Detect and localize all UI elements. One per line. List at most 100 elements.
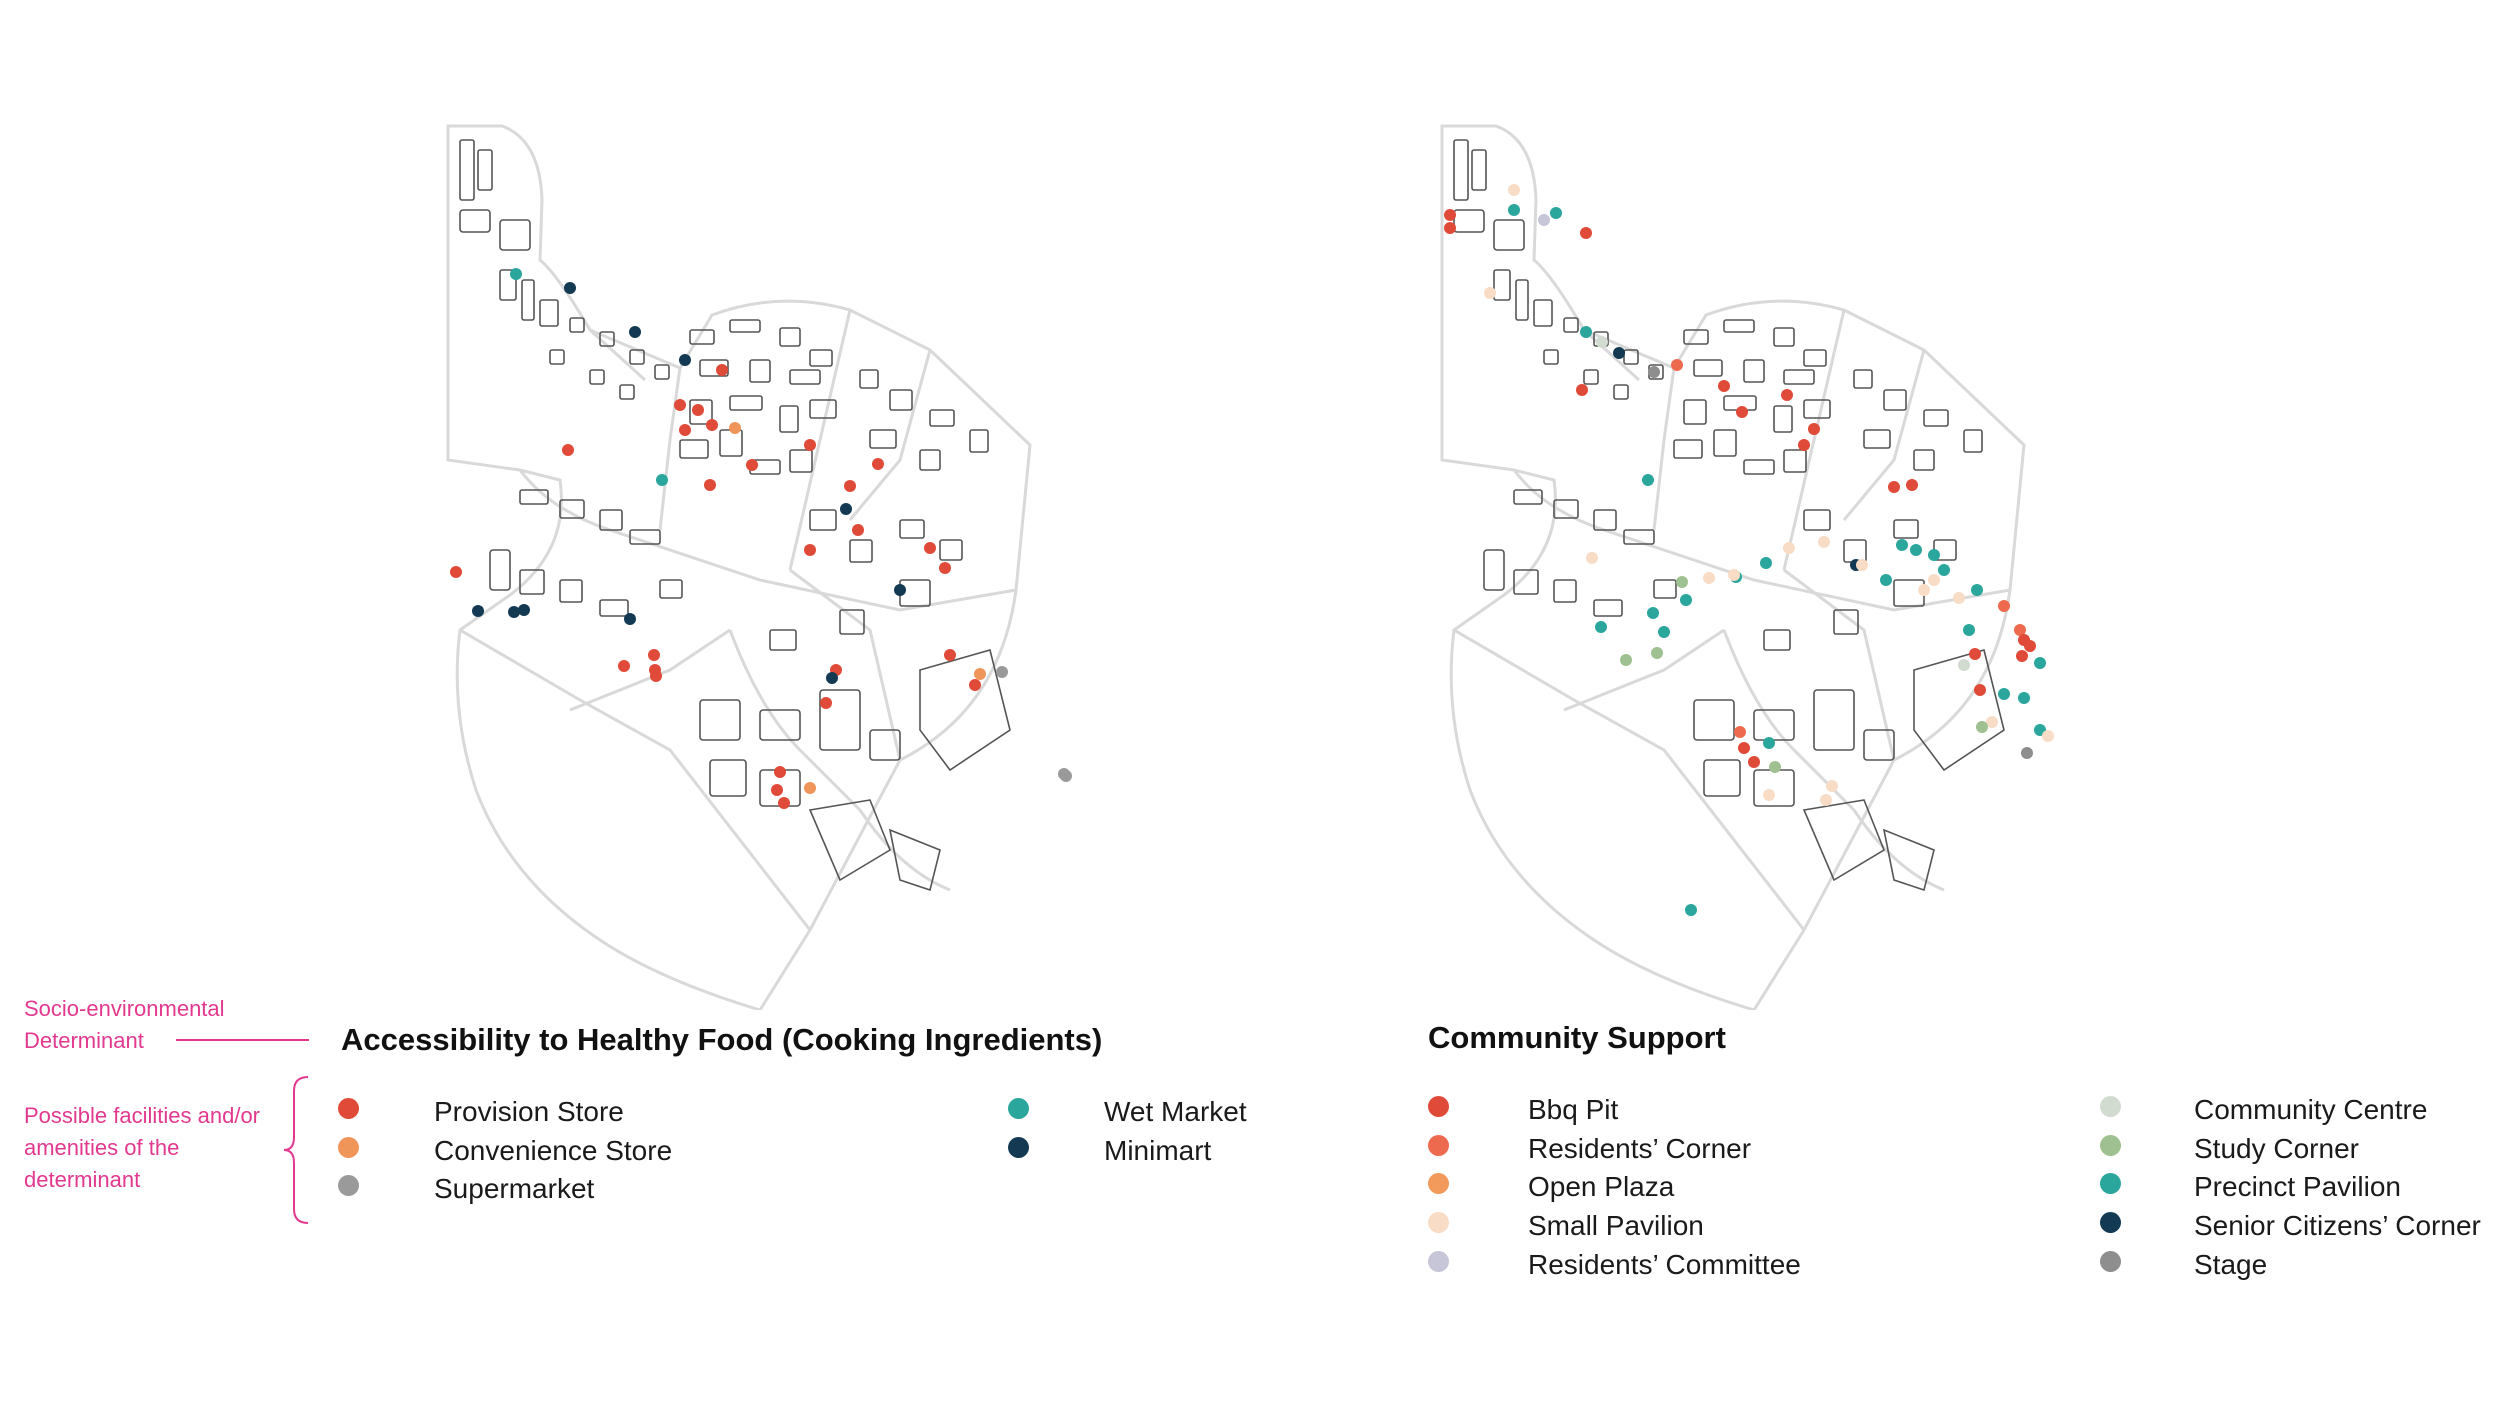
legend-label-precinct-pavilion: Precinct Pavilion — [2194, 1171, 2401, 1202]
map-community-support-svg — [1440, 124, 2054, 1010]
marker-convenience-store — [729, 422, 741, 434]
legend-dot — [1428, 1211, 1449, 1233]
legend-dot — [1008, 1136, 1029, 1158]
facility-markers — [450, 268, 1072, 809]
marker-provision-store — [939, 562, 951, 574]
marker-stage — [2021, 747, 2033, 759]
building-footprints — [1453, 139, 2005, 892]
marker-minimart — [564, 282, 576, 294]
marker-small-pavilion — [1508, 184, 1520, 196]
marker-bbq-pit — [1781, 389, 1793, 401]
marker-bbq-pit — [1798, 439, 1810, 451]
legend-dot — [338, 1136, 359, 1158]
marker-minimart — [894, 584, 906, 596]
annotation-possible-facilities: Possible facilities and/or amenities of … — [24, 1103, 261, 1192]
marker-study-corner — [1620, 654, 1632, 666]
legend-label-study-corner: Study Corner — [2194, 1133, 2359, 1164]
legend-item-residents-committee — [1428, 1243, 1449, 1279]
map-healthy-food-svg — [446, 124, 1072, 1010]
marker-provision-store — [872, 458, 884, 470]
legend-label-small-pavilion: Small Pavilion — [1528, 1210, 1704, 1241]
legend-dot — [2100, 1250, 2121, 1272]
marker-study-corner — [1976, 721, 1988, 733]
marker-provision-store — [562, 444, 574, 456]
road-network — [1440, 124, 2026, 1010]
legend-item-convenience-store — [338, 1129, 359, 1165]
annotation-determinant: Socio-environmental Determinant — [24, 996, 225, 1053]
marker-study-corner — [1651, 647, 1663, 659]
marker-community-centre — [1596, 336, 1608, 348]
marker-residents-corner — [1734, 726, 1746, 738]
marker-residents-committee — [1538, 214, 1550, 226]
marker-minimart — [624, 613, 636, 625]
marker-provision-store — [679, 424, 691, 436]
marker-precinct-pavilion — [1642, 474, 1654, 486]
legend-dot — [2100, 1095, 2121, 1117]
marker-precinct-pavilion — [1580, 326, 1592, 338]
marker-precinct-pavilion — [1763, 737, 1775, 749]
marker-bbq-pit — [1718, 380, 1730, 392]
legend-dot — [1428, 1250, 1449, 1272]
marker-small-pavilion — [1826, 780, 1838, 792]
marker-small-pavilion — [1484, 287, 1496, 299]
marker-bbq-pit — [2016, 650, 2028, 662]
legend-label-supermarket: Supermarket — [434, 1173, 595, 1204]
marker-wet-market — [510, 268, 522, 280]
legend-item-community-centre — [2100, 1088, 2121, 1124]
marker-provision-store — [674, 399, 686, 411]
legend-label-open-plaza: Open Plaza — [1528, 1171, 1675, 1202]
marker-provision-store — [692, 404, 704, 416]
marker-small-pavilion — [1703, 572, 1715, 584]
legend-dot — [2100, 1134, 2121, 1156]
legend-label-community-centre: Community Centre — [2194, 1094, 2428, 1125]
facility-markers — [1444, 184, 2054, 916]
marker-small-pavilion — [1586, 552, 1598, 564]
legend-dot — [1008, 1097, 1029, 1119]
marker-precinct-pavilion — [1998, 688, 2010, 700]
marker-small-pavilion — [2042, 730, 2054, 742]
marker-precinct-pavilion — [1550, 207, 1562, 219]
marker-small-pavilion — [1818, 536, 1830, 548]
marker-precinct-pavilion — [1680, 594, 1692, 606]
marker-provision-store — [450, 566, 462, 578]
marker-provision-store — [844, 480, 856, 492]
marker-small-pavilion — [1953, 592, 1965, 604]
marker-community-centre — [1958, 659, 1970, 671]
marker-residents-corner — [2014, 624, 2026, 636]
marker-provision-store — [969, 679, 981, 691]
marker-provision-store — [804, 544, 816, 556]
marker-study-corner — [1676, 576, 1688, 588]
legend-item-stage — [2100, 1243, 2121, 1279]
legend-label-residents-committee: Residents’ Committee — [1528, 1249, 1801, 1280]
marker-bbq-pit — [1580, 227, 1592, 239]
marker-precinct-pavilion — [1910, 544, 1922, 556]
legend-item-small-pavilion — [1428, 1204, 1449, 1240]
marker-small-pavilion — [1728, 569, 1740, 581]
marker-bbq-pit — [1738, 742, 1750, 754]
legend-item-study-corner — [2100, 1127, 2121, 1163]
map-healthy-food — [430, 110, 1340, 1010]
marker-provision-store — [704, 479, 716, 491]
legend-item-minimart — [1008, 1129, 1029, 1165]
marker-residents-corner — [1998, 600, 2010, 612]
marker-bbq-pit — [1748, 756, 1760, 768]
legend-item-open-plaza — [1428, 1165, 1449, 1201]
marker-residents-corner — [1671, 359, 1683, 371]
marker-bbq-pit — [1969, 648, 1981, 660]
legend-label-wet-market: Wet Market — [1104, 1096, 1247, 1127]
legend-label-minimart: Minimart — [1104, 1135, 1212, 1166]
marker-convenience-store — [974, 668, 986, 680]
legend-title-healthy-food: Accessibility to Healthy Food (Cooking I… — [341, 1022, 1103, 1057]
marker-minimart — [826, 672, 838, 684]
marker-provision-store — [648, 649, 660, 661]
marker-minimart — [518, 604, 530, 616]
legend-dot — [2100, 1211, 2121, 1233]
marker-small-pavilion — [1783, 542, 1795, 554]
marker-bbq-pit — [1576, 384, 1588, 396]
marker-precinct-pavilion — [2034, 657, 2046, 669]
marker-provision-store — [650, 670, 662, 682]
legend-label-residents-corner: Residents’ Corner — [1528, 1133, 1752, 1164]
marker-provision-store — [716, 364, 728, 376]
marker-bbq-pit — [2024, 640, 2036, 652]
legend-item-residents-corner — [1428, 1127, 1449, 1163]
